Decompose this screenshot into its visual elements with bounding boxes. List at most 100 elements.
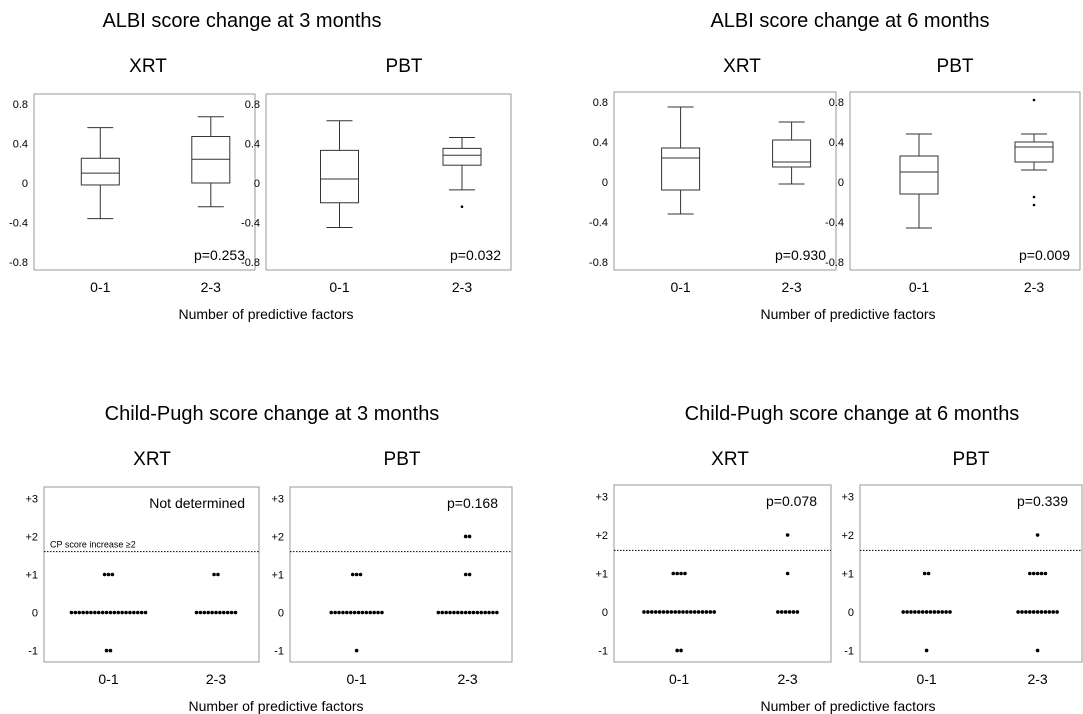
data-point bbox=[89, 610, 93, 615]
data-point bbox=[444, 610, 448, 615]
data-point bbox=[483, 610, 487, 615]
plot-frame bbox=[33, 93, 256, 271]
ytick-label: 0.4 bbox=[245, 138, 260, 150]
data-point bbox=[920, 610, 925, 614]
data-point bbox=[692, 610, 697, 614]
data-point bbox=[1020, 610, 1024, 614]
data-point bbox=[669, 610, 674, 614]
data-point bbox=[233, 610, 238, 615]
data-point bbox=[1035, 571, 1040, 576]
xtick-label: 0-1 bbox=[346, 671, 366, 687]
data-point bbox=[112, 610, 117, 615]
plot-frame bbox=[859, 484, 1083, 663]
data-point bbox=[356, 610, 361, 615]
data-point bbox=[436, 610, 441, 615]
panel-title-xrt-albi-6m: XRT bbox=[723, 56, 761, 77]
data-point bbox=[364, 610, 369, 615]
box-iqr bbox=[320, 149, 359, 204]
data-point bbox=[487, 610, 491, 615]
data-point bbox=[212, 572, 216, 577]
data-point bbox=[1055, 610, 1059, 614]
ytick-label: 0.8 bbox=[13, 99, 28, 111]
data-point bbox=[448, 610, 452, 615]
data-point bbox=[132, 610, 136, 615]
data-point bbox=[337, 610, 341, 615]
data-point bbox=[913, 610, 917, 614]
box-iqr bbox=[899, 155, 939, 195]
data-point bbox=[350, 572, 355, 577]
data-point bbox=[671, 571, 676, 576]
data-point bbox=[679, 571, 683, 576]
ytick-label: 0.4 bbox=[13, 138, 28, 150]
data-point bbox=[198, 610, 203, 615]
data-point bbox=[471, 610, 476, 615]
panel-3: 0.8 0.4 0 -0.4 -0.8 0-1 2-3 p=0.009 bbox=[825, 91, 1081, 295]
xtick-label: 0-1 bbox=[909, 279, 929, 295]
data-point bbox=[932, 610, 937, 614]
xtick-label: 0-1 bbox=[669, 671, 689, 687]
data-point bbox=[928, 610, 933, 614]
data-point bbox=[104, 648, 109, 653]
xtick-label: 2-3 bbox=[781, 279, 801, 295]
panel-5: +3+2+10-10-1 2-3p=0.168 bbox=[271, 486, 513, 687]
data-point bbox=[704, 610, 709, 614]
xtick-label: 2-3 bbox=[1024, 279, 1044, 295]
data-point bbox=[642, 610, 646, 614]
panel-6: +3+2+10-10-1 2-3p=0.078 bbox=[595, 484, 832, 687]
albi-3m-title: ALBI score change at 3 months bbox=[102, 10, 382, 32]
xtick-label: 2-3 bbox=[452, 279, 472, 295]
xaxis-label-albi-6m: Number of predictive factors bbox=[760, 306, 936, 322]
data-point bbox=[110, 572, 115, 577]
ytick-label: -0.8 bbox=[589, 257, 608, 269]
data-point bbox=[100, 610, 105, 615]
xtick-label: 0-1 bbox=[329, 279, 349, 295]
data-point bbox=[380, 610, 384, 615]
data-point bbox=[143, 610, 148, 615]
data-point bbox=[354, 648, 359, 653]
ytick-label: +1 bbox=[595, 569, 608, 581]
ytick-label: 0 bbox=[254, 178, 260, 190]
data-point bbox=[1035, 648, 1040, 653]
ytick-label: -0.8 bbox=[9, 257, 28, 269]
xtick-label: 2-3 bbox=[201, 279, 221, 295]
data-point bbox=[665, 610, 670, 614]
xaxis-label-cp-3m: Number of predictive factors bbox=[188, 698, 364, 714]
ytick-label: -1 bbox=[844, 645, 854, 657]
data-point bbox=[222, 610, 226, 615]
ytick-label: 0.4 bbox=[593, 137, 608, 149]
data-point bbox=[683, 571, 687, 576]
plot-frame bbox=[613, 91, 837, 271]
data-point bbox=[135, 610, 140, 615]
data-point bbox=[653, 610, 658, 614]
ytick-label: +1 bbox=[271, 570, 284, 582]
data-point bbox=[467, 610, 472, 615]
plot-frame bbox=[849, 91, 1081, 271]
xtick-label: 0-1 bbox=[670, 279, 690, 295]
data-point bbox=[1039, 610, 1044, 614]
plot-frame bbox=[613, 484, 832, 663]
xtick-label: 0-1 bbox=[90, 279, 110, 295]
data-point bbox=[467, 534, 472, 539]
ytick-label: 0.8 bbox=[245, 99, 260, 111]
data-point bbox=[783, 610, 788, 614]
data-point bbox=[657, 610, 662, 614]
data-point bbox=[1047, 610, 1052, 614]
data-point bbox=[917, 610, 921, 614]
data-point bbox=[1039, 571, 1044, 576]
data-point bbox=[791, 610, 796, 614]
data-point bbox=[333, 610, 337, 615]
data-point bbox=[341, 610, 345, 615]
data-point bbox=[944, 610, 948, 614]
data-point bbox=[120, 610, 124, 615]
data-point bbox=[96, 610, 101, 615]
data-point bbox=[376, 610, 380, 615]
data-point bbox=[128, 610, 132, 615]
data-point bbox=[81, 610, 85, 615]
data-point bbox=[708, 610, 713, 614]
box-outlier bbox=[1032, 98, 1036, 102]
data-point bbox=[210, 610, 214, 615]
box-iqr bbox=[1014, 141, 1054, 163]
panel-0: 0.8 0.4 0 -0.4 -0.8 0-1 2-3 p=0.253 bbox=[9, 93, 256, 295]
panel-7: +3+2+10-10-1 2-3p=0.339 bbox=[841, 484, 1083, 687]
